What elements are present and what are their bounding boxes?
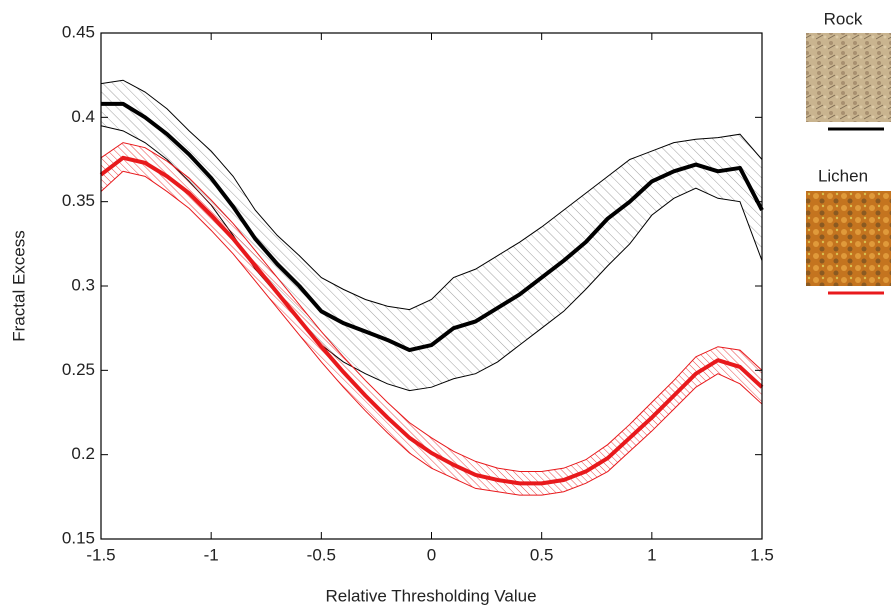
- series-line: [99, 155, 764, 486]
- y-tick-label: 0.15: [62, 528, 95, 547]
- x-tick-label: 1.5: [750, 545, 774, 564]
- x-tick-label: -1.5: [86, 545, 115, 564]
- x-axis-label: Relative Thresholding Value: [325, 586, 536, 605]
- y-tick-label: 0.3: [71, 275, 95, 294]
- band-edge: [100, 170, 763, 496]
- y-tick-label: 0.25: [62, 360, 95, 379]
- x-tick-label: -0.5: [307, 545, 336, 564]
- band-edge: [100, 79, 763, 311]
- y-tick-label: 0.2: [71, 444, 95, 463]
- x-tick-label: 0: [427, 545, 436, 564]
- y-axis-label: Fractal Excess: [9, 230, 28, 341]
- series-line: [101, 101, 764, 353]
- y-tick-label: 0.45: [62, 22, 95, 41]
- band: [101, 80, 762, 391]
- rock-image: [806, 33, 891, 122]
- y-tick-label: 0.4: [71, 107, 95, 126]
- x-tick-label: 0.5: [530, 545, 554, 564]
- x-tick-label: -1: [204, 545, 219, 564]
- y-tick-label: 0.35: [62, 191, 95, 210]
- legend-label: Rock: [824, 9, 863, 28]
- legend-label: Lichen: [818, 166, 868, 185]
- lichen-image: [806, 191, 891, 286]
- x-tick-label: 1: [647, 545, 656, 564]
- band-edge: [100, 142, 763, 473]
